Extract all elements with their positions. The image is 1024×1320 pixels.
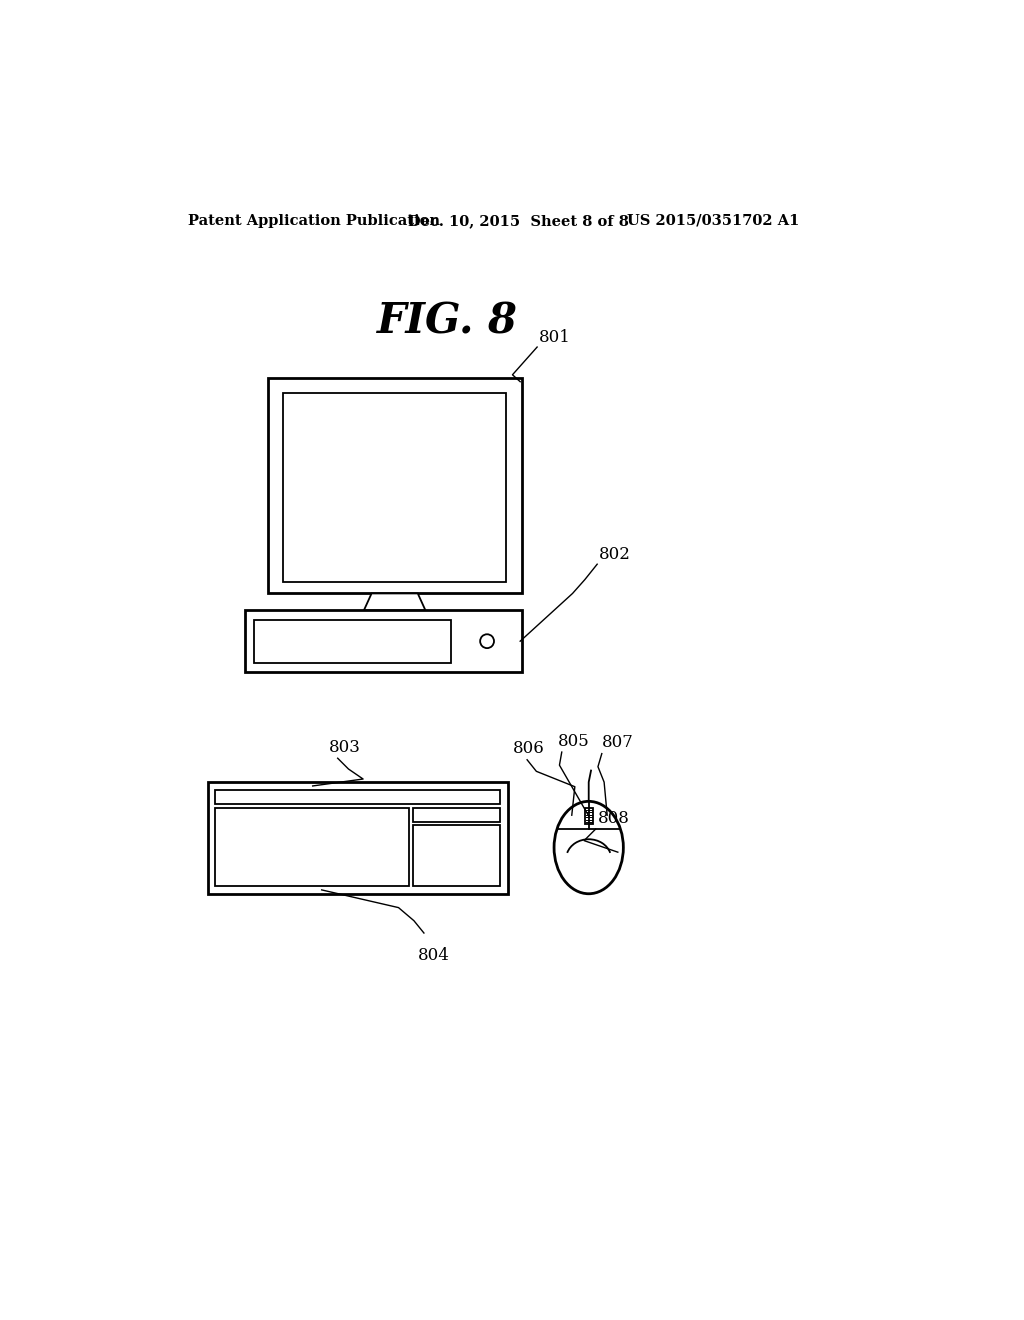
Bar: [413, 808, 500, 822]
Text: Dec. 10, 2015  Sheet 8 of 8: Dec. 10, 2015 Sheet 8 of 8: [408, 214, 629, 228]
Text: 807: 807: [602, 734, 634, 751]
Bar: [245, 610, 521, 672]
Bar: [267, 378, 521, 594]
Text: FIG. 8: FIG. 8: [377, 301, 518, 343]
Ellipse shape: [554, 801, 624, 894]
Bar: [215, 789, 500, 804]
Bar: [413, 825, 500, 886]
Text: 806: 806: [513, 741, 545, 758]
Text: 802: 802: [599, 545, 631, 562]
Circle shape: [480, 635, 494, 648]
Text: US 2015/0351702 A1: US 2015/0351702 A1: [628, 214, 800, 228]
Text: 801: 801: [539, 329, 570, 346]
Bar: [254, 619, 451, 663]
Text: 808: 808: [598, 809, 630, 826]
Bar: [585, 808, 593, 825]
Text: 805: 805: [558, 733, 590, 750]
Bar: [215, 808, 409, 886]
Text: 804: 804: [418, 946, 450, 964]
Text: 803: 803: [329, 739, 360, 756]
Bar: [208, 781, 508, 894]
Bar: [283, 393, 506, 582]
Polygon shape: [364, 594, 425, 610]
Text: Patent Application Publication: Patent Application Publication: [188, 214, 440, 228]
